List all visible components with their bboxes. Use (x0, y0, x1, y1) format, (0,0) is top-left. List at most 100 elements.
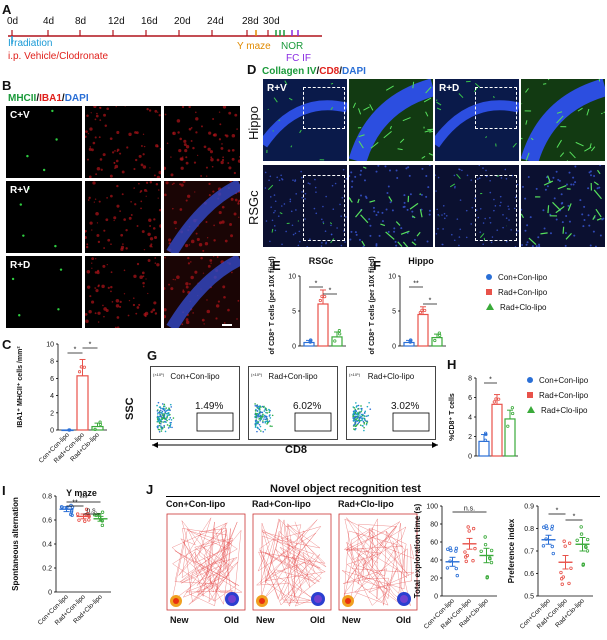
flow-event (263, 414, 266, 417)
flow-event (162, 415, 165, 417)
flow-event (157, 428, 160, 431)
timeline-day-label: 12d (108, 16, 125, 27)
flow-event (258, 428, 261, 431)
flow-event (354, 409, 357, 412)
timeline-nor: NOR (281, 41, 304, 52)
flow-event (260, 418, 262, 420)
flow-event (263, 416, 266, 418)
flow-event (269, 425, 272, 427)
data-point (494, 397, 498, 401)
flow-group-label: Rad+Clo-lipo (368, 372, 415, 381)
legend-label: Rad+Clo-lipo (541, 406, 588, 415)
data-point (542, 525, 546, 529)
data-point (318, 298, 322, 303)
flow-event (256, 430, 258, 433)
flow-event (353, 419, 356, 421)
timeline-day-label: 0d (7, 16, 18, 27)
panel-label-j: J (146, 482, 154, 497)
panel-b-title: MHCII/IBA1/DAPI (8, 93, 89, 104)
legend-marker (486, 289, 492, 295)
nor-title-rule (166, 496, 600, 497)
flow-event (365, 415, 368, 417)
panel-d-title: Collagen IV/CD8/DAPI (262, 66, 366, 77)
flow-event (268, 420, 271, 422)
data-point (100, 510, 105, 514)
flow-event (261, 405, 264, 408)
heat-spot-core (345, 598, 351, 604)
flow-event (260, 430, 262, 432)
y-tick-label: 0.7 (524, 549, 534, 556)
data-point (454, 546, 459, 551)
trajectory (341, 517, 415, 606)
data-point (446, 547, 450, 551)
significance-label: * (429, 298, 432, 305)
data-point (473, 546, 477, 551)
micro-panel-d (349, 79, 433, 161)
flow-gate (294, 412, 332, 432)
bar (317, 303, 329, 347)
timeline: 0d 4d 8d 12d 16d 20d 24d 28d 30d (7, 16, 322, 44)
flow-event (163, 424, 165, 427)
panel-b-row-label: C+V (10, 110, 30, 121)
bar (76, 375, 89, 431)
significance-label: * (74, 347, 77, 354)
flow-event (353, 428, 356, 431)
data-point (449, 548, 453, 553)
panel-b-row-label: R+D (10, 260, 31, 271)
timeline-day-label: 20d (174, 16, 191, 27)
flow-event (161, 417, 163, 420)
micro-iba1 (85, 181, 161, 253)
trajectory (256, 518, 327, 607)
timeline-day-label: 30d (263, 16, 280, 27)
flow-event (355, 416, 357, 418)
flow-plot: 3.02% Rad+Clo-lipo (×10⁵) (346, 366, 436, 440)
flow-event (358, 418, 361, 420)
flow-event (164, 408, 166, 411)
flow-event (366, 420, 368, 422)
flow-event (264, 421, 267, 424)
flow-percent: 1.49% (195, 401, 223, 412)
flow-event (156, 418, 159, 420)
flow-event (266, 423, 268, 425)
data-point (471, 526, 476, 531)
flow-event (168, 425, 171, 427)
flow-event (360, 410, 362, 413)
flow-axis-exponent: (×10⁵) (251, 372, 263, 377)
data-point (550, 544, 554, 549)
panel-label-a: A (2, 2, 12, 17)
data-point (545, 526, 549, 531)
data-point (93, 427, 97, 431)
flow-event (353, 410, 356, 413)
data-point (408, 340, 412, 344)
flow-event (266, 412, 269, 414)
timeline-irradiation: Irradiation (8, 38, 53, 49)
timeline-day-label: 28d (242, 16, 259, 27)
data-point (75, 512, 80, 516)
data-point (483, 438, 487, 442)
flow-event (361, 424, 364, 427)
flow-ylabel: SSC (124, 397, 136, 420)
flow-xlabel: CD8 (285, 444, 308, 456)
flow-event (254, 403, 256, 405)
flow-event (262, 420, 264, 422)
y-tick-label: 20 (430, 576, 438, 583)
data-point (454, 549, 458, 553)
y-tick-label: 0.5 (524, 594, 534, 601)
micro-panel-d (435, 165, 519, 247)
y-tick-label: 0.8 (42, 494, 52, 501)
flow-event (159, 409, 162, 412)
legend-item: Rad+Clo-lipo (527, 406, 588, 415)
zoom-region-box (303, 175, 345, 241)
flow-event (257, 413, 260, 416)
flow-event (366, 405, 369, 408)
y-tick-label: 40 (430, 558, 438, 565)
y-tick-label: 0.9 (524, 504, 534, 511)
flow-event (170, 406, 173, 408)
panel-label-d: D (247, 62, 257, 77)
data-point (463, 550, 467, 554)
flow-event (169, 417, 172, 419)
data-point (506, 424, 510, 428)
flow-event (354, 411, 357, 414)
data-point (488, 557, 492, 561)
flow-event (158, 411, 161, 414)
